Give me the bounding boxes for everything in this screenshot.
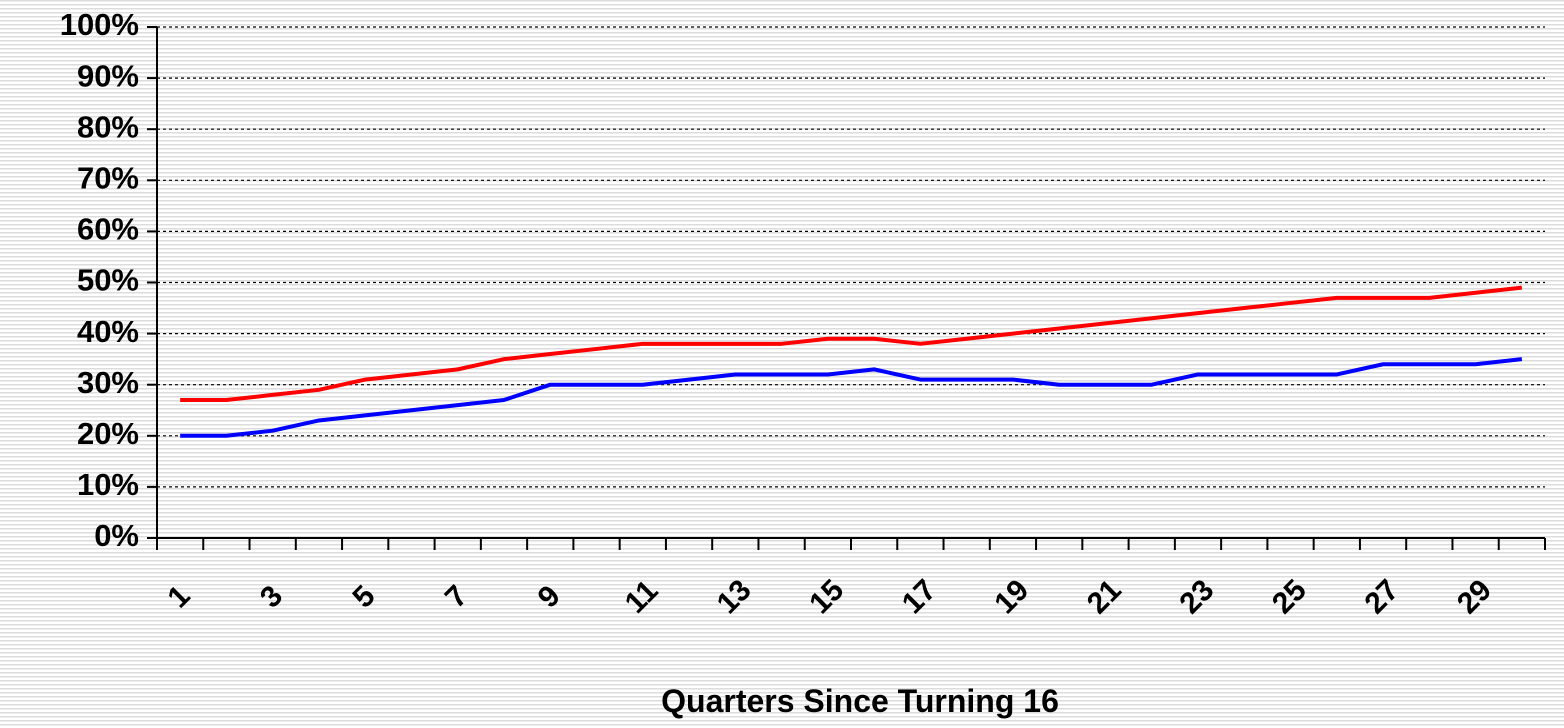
y-tick-label: 40% — [77, 314, 139, 349]
y-tick-label: 90% — [77, 58, 139, 93]
series-line — [180, 357, 1523, 438]
y-tick-label: 20% — [77, 416, 139, 451]
y-tick-label: 80% — [77, 109, 139, 144]
y-tick-label: 70% — [77, 160, 139, 195]
y-tick-label: 50% — [77, 263, 139, 298]
y-tick-label: 100% — [60, 7, 139, 42]
series-line — [180, 285, 1523, 403]
y-tick-label: 0% — [94, 518, 139, 553]
x-axis-label: Quarters Since Turning 16 — [661, 683, 1059, 719]
y-tick-label: 60% — [77, 212, 139, 247]
y-tick-label: 10% — [77, 467, 139, 502]
y-tick-label: 30% — [77, 365, 139, 400]
